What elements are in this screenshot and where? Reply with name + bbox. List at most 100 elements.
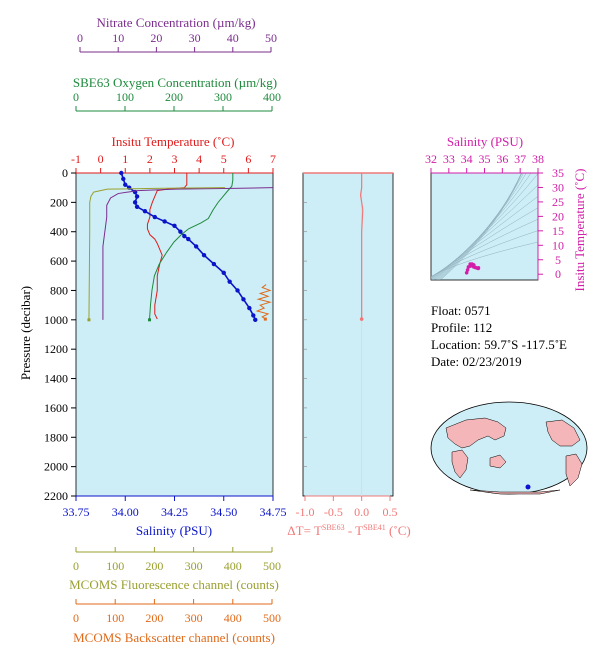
salinity-point	[227, 279, 232, 284]
salinity-point	[178, 229, 183, 234]
pressure-tick-label: 600	[50, 254, 68, 268]
float-id-text: Float: 0571	[431, 303, 491, 318]
salinity-point	[162, 219, 167, 224]
density-contour	[438, 173, 522, 280]
australia-landmass	[489, 454, 507, 469]
nitrate-tick-label: 40	[227, 31, 239, 45]
ts-temperature-tick-label: 20	[552, 209, 564, 223]
temperature-tick-label: -1	[71, 152, 81, 166]
density-contour	[431, 184, 538, 280]
salinity-tick-label: 34.25	[161, 505, 188, 519]
ts-temperature-tick-label: 0	[555, 267, 561, 281]
ts-temperature-tick-label: 25	[552, 195, 564, 209]
sbe63-oxygen-end-marker	[148, 318, 151, 322]
fluorescence-tick-label: 200	[145, 559, 163, 573]
salinity-axis-title: Salinity (PSU)	[136, 523, 212, 538]
pressure-tick-label: 2000	[44, 460, 68, 474]
series-layer	[87, 170, 481, 323]
salinity-point	[186, 236, 191, 242]
salinity-point	[182, 233, 187, 239]
ts-temperature-tick-label: 30	[552, 180, 564, 194]
salinity-point	[152, 214, 157, 220]
salinity-point	[121, 176, 126, 182]
antarctica-landmass	[469, 489, 561, 495]
salinity-point	[221, 270, 226, 276]
oxygen-tick-label: 400	[263, 90, 281, 104]
pressure-tick-label: 400	[50, 225, 68, 239]
date-text: Date: 02/23/2019	[431, 354, 522, 369]
fluorescence-tick-label: 100	[106, 559, 124, 573]
density-contour	[431, 207, 538, 279]
ts_salinity-tick-label: 33	[443, 152, 455, 166]
salinity-point	[134, 194, 140, 199]
backscatter-tick-label: 200	[145, 611, 163, 625]
delta-tick-label: 0.5	[383, 505, 398, 519]
mcoms-fluorescence-end-marker	[87, 318, 91, 322]
pressure-tick-label: 2200	[44, 489, 68, 503]
oxygen-axis-title: SBE63 Oxygen Concentration (µm/kg)	[73, 75, 277, 90]
salinity-point	[251, 313, 256, 318]
salinity-point	[235, 288, 240, 293]
float-location-marker	[525, 484, 531, 490]
nitrate-tick-label: 0	[77, 31, 83, 45]
ts_salinity-tick-label: 35	[479, 152, 491, 166]
south-america-landmass	[565, 453, 583, 487]
salinity-point	[211, 261, 217, 267]
temperature-axis-title: Insitu Temperature (˚C)	[111, 134, 234, 149]
backscatter-tick-label: 400	[224, 611, 242, 625]
salinity-point	[123, 182, 128, 187]
ts-temperature-tick-label: 15	[552, 224, 564, 238]
nitrate-tick-label: 30	[189, 31, 201, 45]
salinity-point	[193, 244, 199, 249]
ts_salinity-tick-label: 38	[532, 152, 544, 166]
mcoms-backscatter-end-marker	[263, 317, 267, 321]
salinity-point	[142, 208, 148, 214]
salinity-point	[247, 305, 252, 311]
salinity-point	[132, 200, 138, 205]
fluorescence-tick-label: 500	[263, 559, 281, 573]
temperature-tick-label: 7	[270, 152, 276, 166]
delta-tick-label: -0.5	[324, 505, 343, 519]
world-map	[430, 401, 588, 495]
ts-point	[468, 264, 473, 268]
pressure-tick-label: 1600	[44, 401, 68, 415]
oxygen-tick-label: 100	[116, 90, 134, 104]
ts-salinity-axis-title: Salinity (PSU)	[447, 134, 523, 149]
pressure-tick-label: 1000	[44, 313, 68, 327]
density-contour	[440, 173, 523, 280]
delta-tick-label: 0.0	[354, 505, 369, 519]
density-contour	[431, 230, 538, 278]
ts_salinity-tick-label: 37	[514, 152, 526, 166]
pressure-axis-title: Pressure (decibar)	[18, 286, 33, 380]
north-america-landmass	[545, 419, 581, 447]
oxygen-tick-label: 200	[165, 90, 183, 104]
salinity-point	[241, 297, 246, 302]
delta-plot-area	[302, 172, 394, 497]
salinity-tick-label: 33.75	[63, 505, 90, 519]
mcoms-fluorescence-line	[88, 187, 225, 320]
nitrate-axis-title: Nitrate Concentration (µm/kg)	[96, 15, 255, 30]
fluorescence-tick-label: 0	[73, 559, 79, 573]
backscatter-axis-title: MCOMS Backscatter channel (counts)	[73, 630, 275, 645]
density-contour	[439, 173, 522, 280]
delta-tick-label: -1.0	[296, 505, 315, 519]
temperature-tick-label: 0	[98, 152, 104, 166]
ts-point	[464, 270, 469, 275]
salinity-tick-label: 34.75	[260, 505, 287, 519]
salinity-point	[119, 170, 124, 176]
backscatter-tick-label: 500	[263, 611, 281, 625]
temperature-tick-label: 6	[245, 152, 251, 166]
pressure-tick-label: 800	[50, 283, 68, 297]
africa-landmass	[451, 449, 469, 479]
ts_salinity-tick-label: 32	[425, 152, 437, 166]
ts-temperature-axis-title: Insitu Temperature (˚C)	[572, 168, 587, 291]
salinity-point	[172, 223, 177, 229]
axes-layer: 0 10 20 30 40 500 100 200 300 400-1 0 1 2 3 4 5 6 733.75 3…	[44, 31, 564, 625]
temperature-tick-label: 2	[147, 152, 153, 166]
temperature-tick-label: 1	[122, 152, 128, 166]
delta-axis-title: ΔT= TSBE63 - TSBE41 (˚C)	[287, 523, 410, 538]
ts-temperature-tick-label: 10	[552, 238, 564, 252]
ts_salinity-tick-label: 34	[461, 152, 473, 166]
pressure-tick-label: 1200	[44, 342, 68, 356]
